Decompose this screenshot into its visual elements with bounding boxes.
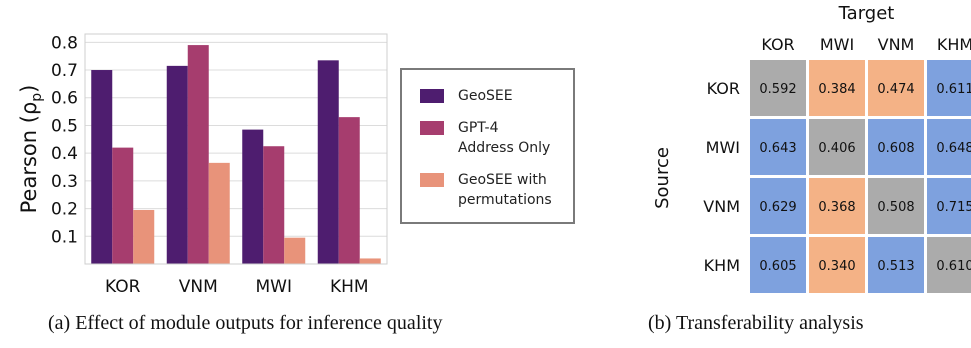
heatmap-cell bbox=[868, 60, 924, 116]
y-tick-label: 0.1 bbox=[51, 227, 78, 247]
column-label: KOR bbox=[761, 35, 794, 54]
x-axis-label: Target bbox=[838, 3, 895, 24]
heatmap-cell bbox=[750, 119, 806, 175]
heatmap-cell bbox=[868, 178, 924, 234]
heatmap-cell bbox=[927, 60, 971, 116]
caption-a: (a) Effect of module outputs for inferen… bbox=[48, 312, 443, 334]
bar-chart: 0.1 0.2 0.3 0.4 0.5 0.6 0.7 0.8 KOR VNM MWI KHM Pear… bbox=[17, 33, 388, 297]
cell-value: 0.605 bbox=[759, 259, 796, 274]
bar bbox=[112, 147, 134, 264]
bar bbox=[242, 129, 264, 264]
legend-swatch bbox=[420, 173, 444, 187]
cell-value: 0.648 bbox=[936, 141, 971, 156]
cell-value: 0.406 bbox=[818, 141, 855, 156]
legend-label: GPT-4 Address Only bbox=[458, 120, 551, 156]
column-label: VNM bbox=[878, 35, 915, 54]
legend-item: GeoSEE with permutations bbox=[420, 170, 552, 210]
heatmap-cell bbox=[868, 237, 924, 293]
y-tick-label: 0.3 bbox=[51, 172, 78, 192]
cell-value: 0.368 bbox=[818, 200, 855, 215]
column-label: KHM bbox=[937, 35, 971, 54]
cell-value: 0.610 bbox=[936, 259, 971, 274]
legend-label: GeoSEE bbox=[458, 88, 513, 104]
bar bbox=[317, 60, 339, 264]
heatmap-cell bbox=[750, 178, 806, 234]
heatmap-cell bbox=[750, 60, 806, 116]
legend-swatch bbox=[420, 121, 444, 135]
plot-frame bbox=[84, 33, 388, 265]
cell-value: 0.474 bbox=[877, 82, 914, 97]
bar bbox=[359, 258, 381, 264]
cell-value: 0.611 bbox=[936, 82, 971, 97]
y-axis-label: Pearson (ρp) bbox=[17, 85, 45, 214]
transferability-heatmap: Target Source KOR MWI VNM KHM KOR 0.592 0.384 0.4… bbox=[652, 3, 971, 293]
chart-legend: GeoSEE GPT-4 Address Only GeoSEE with perm… bbox=[400, 68, 575, 224]
bar bbox=[208, 162, 230, 264]
x-tick-label: KOR bbox=[105, 277, 141, 297]
heatmap-cell bbox=[868, 119, 924, 175]
bar bbox=[338, 117, 360, 264]
row-label: MWI bbox=[706, 138, 740, 157]
bar bbox=[187, 45, 209, 265]
column-label: MWI bbox=[820, 35, 854, 54]
cell-value: 0.608 bbox=[877, 141, 914, 156]
x-tick-label: VNM bbox=[179, 277, 218, 297]
bar bbox=[263, 146, 285, 264]
y-tick-label: 0.8 bbox=[51, 33, 78, 53]
heatmap-cell bbox=[809, 60, 865, 116]
legend-item: GeoSEE bbox=[420, 86, 513, 106]
cell-value: 0.508 bbox=[877, 200, 914, 215]
x-tick-label: KHM bbox=[330, 277, 369, 297]
y-tick-label: 0.5 bbox=[51, 116, 78, 136]
heatmap-cell bbox=[809, 119, 865, 175]
row-label: KOR bbox=[707, 79, 740, 98]
heatmap-cell bbox=[809, 237, 865, 293]
cell-value: 0.643 bbox=[759, 141, 796, 156]
row-label: KHM bbox=[704, 256, 740, 275]
cell-value: 0.715 bbox=[936, 200, 971, 215]
cell-value: 0.384 bbox=[818, 82, 855, 97]
y-tick-label: 0.4 bbox=[51, 144, 78, 164]
heatmap-cell bbox=[750, 237, 806, 293]
bar bbox=[166, 65, 188, 265]
legend-label: GeoSEE with permutations bbox=[458, 172, 552, 208]
cell-value: 0.629 bbox=[759, 200, 796, 215]
caption-b: (b) Transferability analysis bbox=[648, 312, 864, 334]
legend-item: GPT-4 Address Only bbox=[420, 118, 550, 158]
y-tick-label: 0.6 bbox=[51, 89, 78, 109]
x-tick-label: MWI bbox=[256, 277, 293, 297]
bar bbox=[284, 237, 306, 264]
y-axis-label: Source bbox=[652, 147, 673, 209]
cell-value: 0.340 bbox=[818, 259, 855, 274]
heatmap-cell bbox=[809, 178, 865, 234]
cell-value: 0.513 bbox=[877, 259, 914, 274]
y-tick-label: 0.2 bbox=[51, 200, 78, 220]
heatmap-cell bbox=[927, 237, 971, 293]
bar bbox=[133, 209, 155, 264]
heatmap-cell bbox=[927, 119, 971, 175]
bar bbox=[91, 70, 113, 264]
heatmap-cell bbox=[927, 178, 971, 234]
legend-swatch bbox=[420, 89, 444, 103]
row-label: VNM bbox=[703, 197, 740, 216]
cell-value: 0.592 bbox=[759, 82, 796, 97]
y-tick-label: 0.7 bbox=[51, 61, 78, 81]
